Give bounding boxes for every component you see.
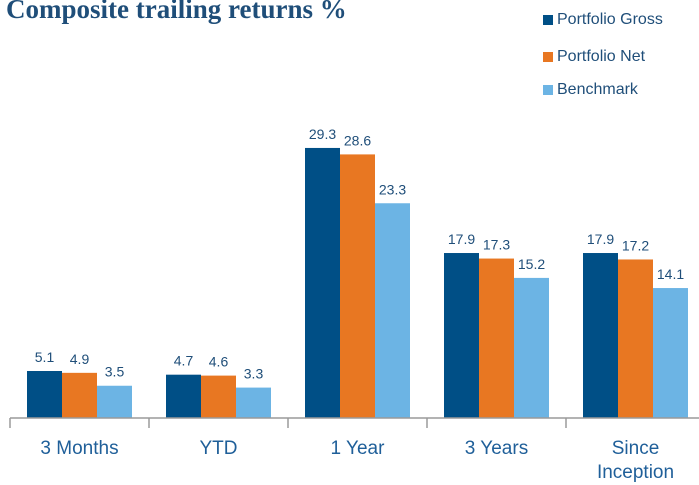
bar [618,259,653,418]
bar [653,288,688,418]
bar [583,253,618,418]
value-label: 17.3 [483,237,510,253]
value-label: 3.3 [244,366,264,382]
value-label: 28.6 [344,132,371,148]
legend-label: Portfolio Gross [557,11,663,28]
x-tick-label: 1 Year [330,438,385,459]
bar [444,253,479,418]
bar [479,258,514,418]
bar [340,154,375,419]
value-label: 17.2 [622,237,649,253]
bar [514,277,549,418]
legend-label: Benchmark [557,81,639,98]
legend-swatch [543,15,553,25]
bar [27,370,62,418]
bar [236,387,271,418]
value-label: 17.9 [587,231,614,247]
value-label: 4.9 [70,351,90,367]
bar [97,385,132,418]
legend-swatch [543,85,553,95]
value-label: 23.3 [379,181,406,197]
x-tick-label: 3 Years [464,438,529,459]
x-tick-label: 3 Months [40,438,119,459]
x-tick-label: YTD [199,438,238,459]
value-label: 17.9 [448,231,475,247]
legend-label: Portfolio Net [557,48,646,65]
x-tick-label: Since Inception [596,438,675,483]
legend-swatch [543,52,553,62]
bar [166,374,201,418]
value-label: 4.6 [209,354,229,370]
value-label: 15.2 [518,256,545,272]
bar [201,375,236,418]
value-label: 3.5 [105,364,125,380]
value-label: 29.3 [309,126,336,142]
value-label: 14.1 [657,266,684,282]
value-label: 4.7 [174,353,194,369]
bar [62,372,97,418]
bar [305,147,340,418]
value-label: 5.1 [35,349,55,365]
bar [375,203,410,418]
chart-title: Composite trailing returns % [6,0,347,24]
